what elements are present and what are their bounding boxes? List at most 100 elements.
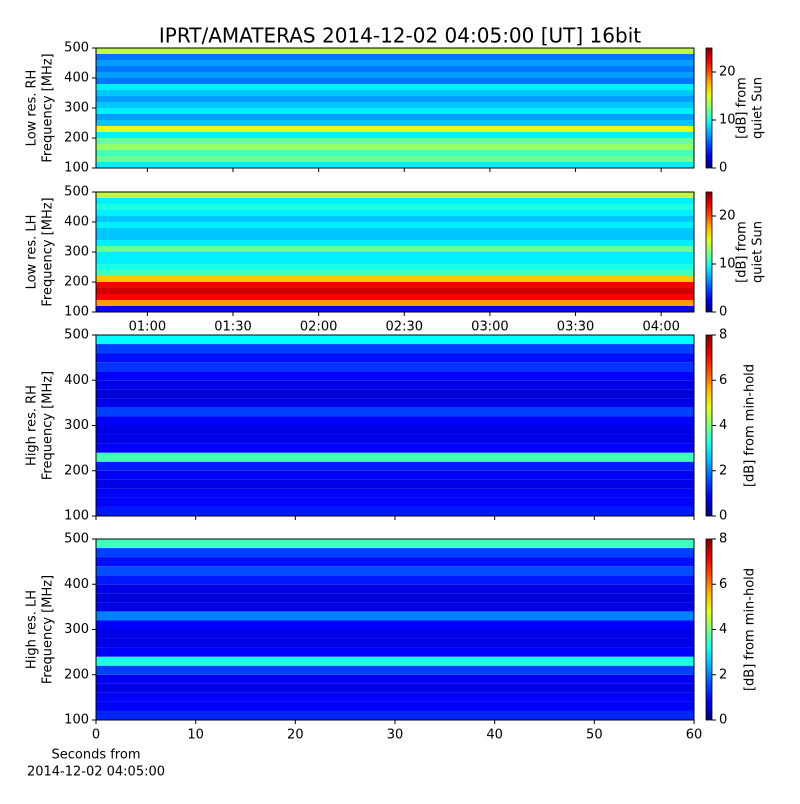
heatmap-cell bbox=[96, 114, 694, 120]
heatmap-cell bbox=[96, 156, 694, 162]
colorbar-label: [dB] from bbox=[735, 77, 750, 139]
heatmap-cell bbox=[96, 497, 694, 507]
x-tick-label: 03:00 bbox=[471, 320, 508, 335]
heatmap-cell bbox=[96, 270, 694, 276]
colorbar-tick-label: 8 bbox=[719, 328, 727, 343]
heatmap-cell bbox=[96, 84, 694, 90]
heatmap-cell bbox=[96, 306, 694, 312]
heatmap-cell bbox=[96, 611, 694, 621]
heatmap-cell bbox=[96, 246, 694, 252]
colorbar-tick-label: 2 bbox=[719, 667, 727, 682]
colorbar-label: [dB] from min-hold bbox=[743, 568, 758, 691]
heatmap-cell bbox=[96, 461, 694, 471]
heatmap-cell bbox=[96, 198, 694, 204]
heatmap-cell bbox=[96, 638, 694, 648]
y-axis-label: Low res. LH bbox=[25, 215, 40, 290]
heatmap-cell bbox=[96, 335, 694, 345]
colorbar-tick-label: 4 bbox=[719, 418, 727, 433]
colorbar-tick-label: 10 bbox=[719, 257, 736, 272]
heatmap-cell bbox=[96, 150, 694, 156]
heatmap-cell bbox=[96, 425, 694, 435]
heatmap-cell bbox=[96, 479, 694, 489]
heatmap-cell bbox=[96, 674, 694, 684]
heatmap-cell bbox=[96, 162, 694, 168]
heatmap-cell bbox=[96, 66, 694, 72]
heatmap-cell bbox=[96, 288, 694, 294]
x-tick-label: 02:30 bbox=[386, 320, 423, 335]
heatmap-cell bbox=[96, 48, 694, 54]
y-tick-label: 200 bbox=[64, 131, 89, 146]
colorbar bbox=[705, 191, 713, 313]
y-tick-label: 500 bbox=[64, 328, 89, 343]
x-axis-label: Seconds from bbox=[51, 748, 140, 763]
x-tick-label: 60 bbox=[686, 728, 703, 743]
heatmap-cell bbox=[96, 353, 694, 363]
heatmap-cell bbox=[96, 108, 694, 114]
x-tick-label: 30 bbox=[387, 728, 404, 743]
heatmap-cell bbox=[96, 144, 694, 150]
heatmap-cell bbox=[96, 380, 694, 390]
colorbar-tick-label: 6 bbox=[719, 577, 727, 592]
heatmap-cell bbox=[96, 132, 694, 138]
colorbar-tick-label: 0 bbox=[719, 509, 727, 524]
colorbar-tick-label: 10 bbox=[719, 113, 736, 128]
heatmap-cell bbox=[96, 452, 694, 462]
heatmap-cell bbox=[96, 443, 694, 453]
heatmap-cell bbox=[96, 102, 694, 108]
colorbar-tick-label: 0 bbox=[719, 161, 727, 176]
colorbar-label: [dB] from min-hold bbox=[743, 364, 758, 487]
y-tick-label: 500 bbox=[64, 185, 89, 200]
y-tick-label: 400 bbox=[64, 577, 89, 592]
y-tick-label: 100 bbox=[64, 509, 89, 524]
y-tick-label: 200 bbox=[64, 667, 89, 682]
colorbar bbox=[705, 538, 713, 721]
x-tick-label: 10 bbox=[187, 728, 204, 743]
colorbar bbox=[705, 47, 713, 169]
heatmap-cell bbox=[96, 539, 694, 549]
y-tick-label: 300 bbox=[64, 622, 89, 637]
heatmap-cell bbox=[96, 362, 694, 372]
y-tick-label: 300 bbox=[64, 418, 89, 433]
heatmap-cell bbox=[96, 620, 694, 630]
heatmap-cell bbox=[96, 434, 694, 444]
heatmap-cell bbox=[96, 665, 694, 675]
heatmap-cell bbox=[96, 344, 694, 354]
heatmap-cell bbox=[96, 557, 694, 567]
heatmap-cell bbox=[96, 60, 694, 66]
heatmap-cell bbox=[96, 398, 694, 408]
colorbar-tick-label: 4 bbox=[719, 622, 727, 637]
heatmap-cell bbox=[96, 300, 694, 306]
y-tick-label: 100 bbox=[64, 305, 89, 320]
x-tick-label: 40 bbox=[486, 728, 503, 743]
colorbar-tick-label: 0 bbox=[719, 713, 727, 728]
heatmap-cell bbox=[96, 506, 694, 516]
heatmap-cell bbox=[96, 575, 694, 585]
y-axis-label: High res. LH bbox=[25, 590, 40, 669]
heatmap-cell bbox=[96, 96, 694, 102]
heatmap-cell bbox=[96, 240, 694, 246]
y-tick-label: 400 bbox=[64, 71, 89, 86]
heatmap-cell bbox=[96, 90, 694, 96]
y-tick-label: 500 bbox=[64, 532, 89, 547]
colorbar-tick-label: 20 bbox=[719, 65, 736, 80]
heatmap-cell bbox=[96, 416, 694, 426]
colorbar-label: quiet Sun bbox=[751, 77, 766, 139]
heatmap-cell bbox=[96, 710, 694, 720]
heatmap-cell bbox=[96, 72, 694, 78]
heatmap-cell bbox=[96, 138, 694, 144]
heatmap-cell bbox=[96, 222, 694, 228]
y-axis-label: Frequency [MHz] bbox=[41, 53, 56, 162]
y-axis-label: Frequency [MHz] bbox=[41, 371, 56, 480]
y-tick-label: 400 bbox=[64, 373, 89, 388]
heatmap-cell bbox=[96, 204, 694, 210]
heatmap-cell bbox=[96, 192, 694, 198]
heatmap-cell bbox=[96, 258, 694, 264]
heatmap-cell bbox=[96, 371, 694, 381]
heatmap-cell bbox=[96, 566, 694, 576]
y-tick-label: 200 bbox=[64, 275, 89, 290]
heatmap-cell bbox=[96, 282, 694, 288]
colorbar-tick-label: 8 bbox=[719, 532, 727, 547]
colorbar-tick-label: 0 bbox=[719, 305, 727, 320]
heatmap-cell bbox=[96, 647, 694, 657]
heatmap-cell bbox=[96, 210, 694, 216]
